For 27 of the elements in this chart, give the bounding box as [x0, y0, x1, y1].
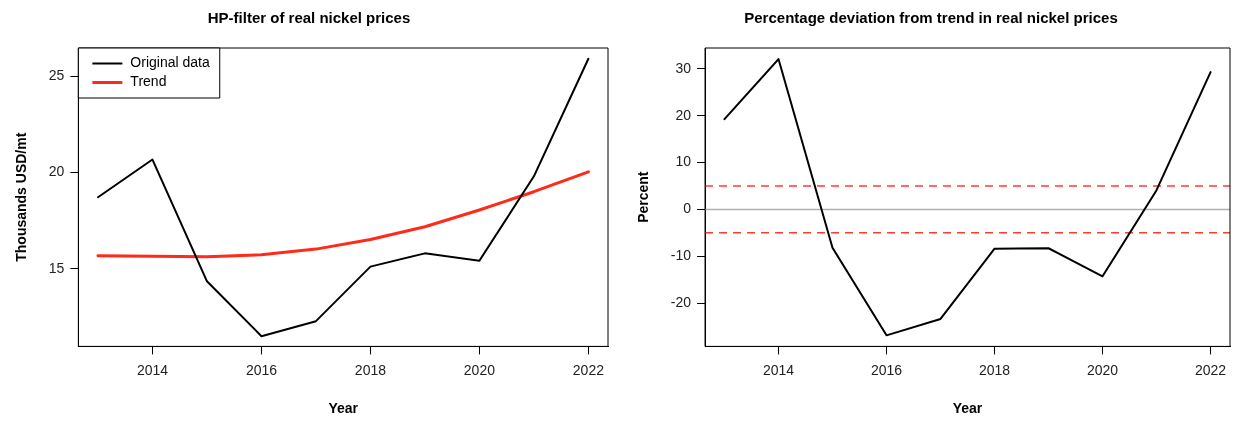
y-axis-title: Percent [635, 171, 652, 223]
x-axis-title: Year [328, 400, 359, 417]
x-tick-label: 2014 [136, 361, 169, 378]
y-tick-label: 25 [48, 67, 65, 84]
x-tick-label: 2020 [463, 361, 496, 378]
x-tick-label: 2018 [354, 361, 387, 378]
x-tick-label: 2016 [245, 361, 278, 378]
y-tick-label: -20 [670, 293, 692, 310]
legend-label: Original data [130, 54, 210, 71]
y-tick-label: -10 [670, 247, 692, 264]
y-tick-label: 20 [48, 163, 65, 180]
y-tick-label: 10 [675, 153, 692, 170]
x-tick-label: 2022 [572, 361, 605, 378]
y-tick-label: 30 [675, 59, 692, 76]
x-tick-label: 2020 [1086, 361, 1119, 378]
x-tick-label: 2018 [978, 361, 1011, 378]
y-axis-title: Thousands USD/mt [13, 132, 30, 262]
x-tick-label: 2016 [870, 361, 903, 378]
x-axis-title: Year [952, 400, 983, 417]
x-tick-label: 2022 [1194, 361, 1227, 378]
x-tick-label: 2014 [762, 361, 795, 378]
y-tick-label: 0 [683, 200, 692, 217]
y-tick-label: 15 [48, 259, 65, 276]
chart-title: Percentage deviation from trend in real nickel prices [744, 9, 1118, 27]
y-tick-label: 20 [675, 106, 692, 123]
chart-title: HP-filter of real nickel prices [207, 9, 411, 27]
legend-label: Trend [130, 73, 167, 90]
